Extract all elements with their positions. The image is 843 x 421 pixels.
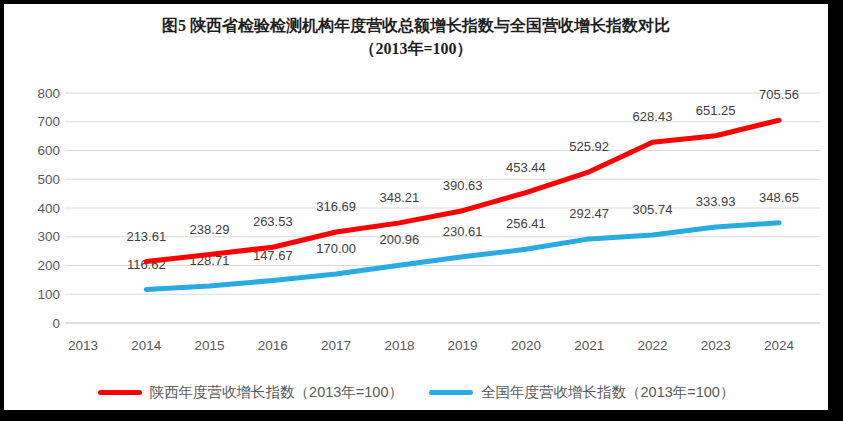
- y-tick-label: 200: [37, 258, 60, 273]
- y-tick-label: 800: [37, 86, 60, 101]
- legend-label-shaanxi: 陕西年度营收增长指数（2013年=100）: [150, 383, 403, 402]
- chart-title: 图5 陕西省检验检测机构年度营收总额增长指数与全国营收增长指数对比 （2013年…: [4, 14, 828, 60]
- x-tick-label: 2024: [764, 338, 795, 353]
- data-label: 256.41: [506, 216, 546, 231]
- data-label: 651.25: [696, 103, 736, 118]
- data-label: 238.29: [190, 222, 230, 237]
- x-tick-label: 2013: [68, 338, 98, 353]
- x-tick-label: 2015: [194, 338, 224, 353]
- data-label: 305.74: [633, 202, 673, 217]
- x-tick-label: 2018: [384, 338, 414, 353]
- legend-swatch-national-icon: [429, 390, 473, 395]
- chart-legend: 陕西年度营收增长指数（2013年=100） 全国年度营收增长指数（2013年=1…: [4, 383, 828, 402]
- data-label: 230.61: [443, 224, 483, 239]
- chart-panel: 图5 陕西省检验检测机构年度营收总额增长指数与全国营收增长指数对比 （2013年…: [4, 4, 828, 410]
- x-tick-label: 2022: [637, 338, 667, 353]
- chart-title-line1: 图5 陕西省检验检测机构年度营收总额增长指数与全国营收增长指数对比: [4, 14, 828, 37]
- data-label: 213.61: [126, 229, 166, 244]
- data-label: 333.93: [696, 194, 736, 209]
- y-tick-label: 0: [52, 316, 60, 331]
- x-tick-label: 2017: [321, 338, 351, 353]
- data-label: 292.47: [569, 206, 609, 221]
- x-tick-label: 2016: [258, 338, 288, 353]
- data-label: 263.53: [253, 214, 293, 229]
- x-tick-label: 2023: [701, 338, 731, 353]
- data-label: 390.63: [443, 178, 483, 193]
- line-chart: 0 100 200 300 400 500 600 700 800 2013 2014 2015 201…: [4, 4, 828, 410]
- data-label: 453.44: [506, 160, 546, 175]
- y-tick-label: 700: [37, 114, 60, 129]
- data-label: 628.43: [633, 109, 673, 124]
- x-tick-label: 2021: [574, 338, 604, 353]
- x-tick-label: 2020: [511, 338, 541, 353]
- data-label: 170.00: [316, 241, 356, 256]
- data-label: 316.69: [316, 199, 356, 214]
- y-tick-label: 500: [37, 172, 60, 187]
- data-label: 525.92: [569, 139, 609, 154]
- legend-label-national: 全国年度营收增长指数（2013年=100）: [481, 383, 734, 402]
- y-tick-label: 600: [37, 143, 60, 158]
- legend-item-national: 全国年度营收增长指数（2013年=100）: [429, 383, 734, 402]
- y-tick-label: 100: [37, 287, 60, 302]
- data-label: 705.56: [759, 87, 799, 102]
- x-tick-label: 2019: [448, 338, 478, 353]
- x-tick-label: 2014: [131, 338, 162, 353]
- y-tick-label: 400: [37, 201, 60, 216]
- data-label: 200.96: [380, 232, 420, 247]
- data-label: 348.65: [759, 190, 799, 205]
- legend-swatch-shaanxi-icon: [98, 390, 142, 395]
- data-label: 348.21: [380, 190, 420, 205]
- y-tick-label: 300: [37, 229, 60, 244]
- legend-item-shaanxi: 陕西年度营收增长指数（2013年=100）: [98, 383, 403, 402]
- chart-title-line2: （2013年=100）: [4, 37, 828, 60]
